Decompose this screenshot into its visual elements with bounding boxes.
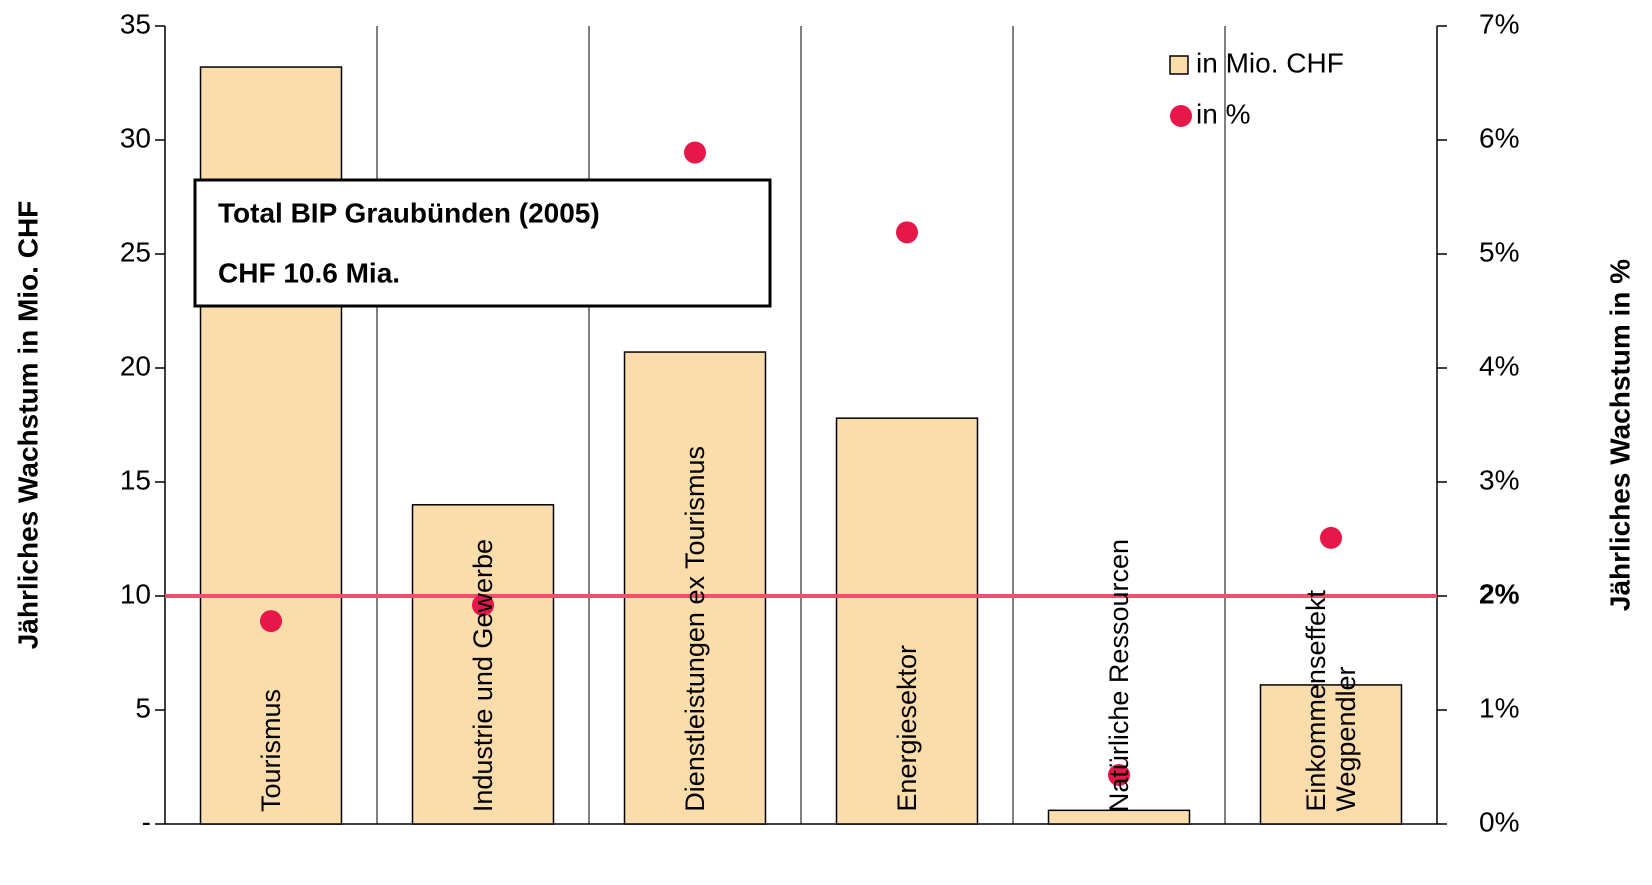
y2-tick-label: 7% bbox=[1479, 8, 1519, 39]
y2-tick-label: 4% bbox=[1479, 350, 1519, 381]
y-tick-label: 35 bbox=[120, 8, 151, 39]
category-label: Tourismus bbox=[256, 688, 286, 812]
point bbox=[1320, 526, 1342, 549]
y2-tick-label: 2% bbox=[1479, 578, 1519, 609]
y-tick-label: 30 bbox=[120, 122, 151, 153]
y-axis-title: Jährliches Wachstum in Mio. CHF bbox=[12, 201, 43, 650]
point bbox=[472, 594, 494, 617]
y-tick-label: 15 bbox=[120, 464, 151, 495]
y2-tick-label: 1% bbox=[1479, 692, 1519, 723]
annotation-box bbox=[193, 178, 772, 308]
point bbox=[260, 610, 282, 633]
legend-label: in Mio. CHF bbox=[1196, 47, 1344, 78]
y2-tick-label: 6% bbox=[1479, 122, 1519, 153]
y2-tick-label: 3% bbox=[1479, 464, 1519, 495]
y-tick-label: 10 bbox=[120, 578, 151, 609]
y-tick-label: 20 bbox=[120, 350, 151, 381]
bar bbox=[623, 351, 767, 825]
category-label: Industrie und Gewerbe bbox=[468, 538, 498, 812]
category-label: Dienstleistungen ex Tourismus bbox=[680, 446, 710, 812]
reference-label: 2% bbox=[1479, 578, 1520, 609]
y2-tick-label: 0% bbox=[1479, 806, 1519, 837]
point bbox=[896, 221, 918, 244]
y2-tick-label: 5% bbox=[1479, 236, 1519, 267]
y-tick-label: - bbox=[142, 806, 151, 837]
point bbox=[1108, 763, 1130, 786]
annotation-text: CHF 10.6 Mia. bbox=[218, 257, 400, 288]
point bbox=[684, 141, 706, 164]
bar bbox=[411, 504, 555, 825]
y2-axis-title: Jährliches Wachstum in % bbox=[1604, 259, 1635, 611]
category-label: Einkommenseffekt Wegpendler bbox=[1301, 590, 1361, 812]
annotation-text: Total BIP Graubünden (2005) bbox=[218, 197, 600, 228]
legend-marker bbox=[1170, 105, 1192, 127]
legend-marker bbox=[1169, 55, 1189, 75]
bar bbox=[1259, 684, 1403, 825]
bar bbox=[835, 417, 979, 825]
legend-label: in % bbox=[1196, 98, 1250, 129]
category-label: Natürliche Ressourcen bbox=[1104, 538, 1134, 812]
y-tick-label: 5 bbox=[135, 692, 151, 723]
bar bbox=[1047, 809, 1191, 825]
y-tick-label: 25 bbox=[120, 236, 151, 267]
category-label: Energiesektor bbox=[892, 645, 922, 812]
